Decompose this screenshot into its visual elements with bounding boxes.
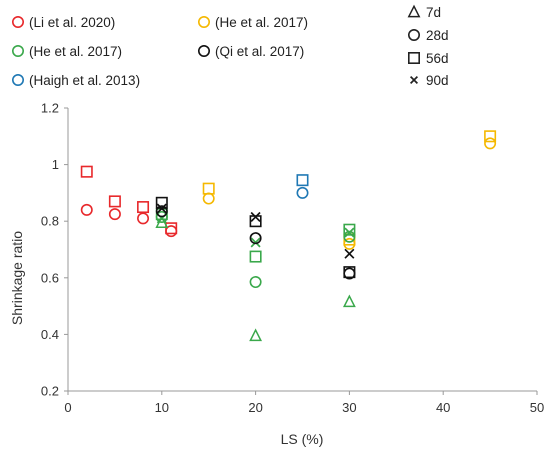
legend-label: (Li et al. 2020) xyxy=(29,15,115,30)
data-point-square xyxy=(484,130,497,143)
data-point-square xyxy=(249,250,262,263)
data-point-circle xyxy=(202,192,215,205)
data-point-square xyxy=(343,223,356,236)
x-tick-label: 30 xyxy=(342,400,356,415)
data-point-cross xyxy=(250,237,261,248)
legend-label: (He et al. 2017) xyxy=(215,15,308,30)
data-point-circle xyxy=(484,137,497,150)
legend-label: (He et al. 2017) xyxy=(29,44,122,59)
data-point-cross xyxy=(344,227,355,238)
legend-marker-circle xyxy=(407,28,420,41)
legend-marker-circle xyxy=(198,44,211,57)
legend-marker-circle xyxy=(12,44,24,57)
x-tick-label: 10 xyxy=(155,400,169,415)
legend-marker-circle xyxy=(198,15,211,28)
data-point-square xyxy=(137,201,150,214)
data-point-circle xyxy=(296,186,309,199)
axes: 0 10 20 30 40 50 0.2 0.4 0.6 0.8 1 1.2 xyxy=(41,101,544,416)
data-point-square xyxy=(343,266,356,279)
y-tick-label: 0.4 xyxy=(41,327,59,342)
x-tick-label: 20 xyxy=(248,400,262,415)
y-tick-label: 0.6 xyxy=(41,270,59,285)
data-point-circle xyxy=(249,232,262,245)
legend-label: 56d xyxy=(426,51,449,66)
legend-label: 28d xyxy=(426,28,449,43)
legend-marker-cross xyxy=(409,75,419,85)
data-point-cross xyxy=(156,203,167,214)
legend-marker-square xyxy=(407,51,420,64)
x-tick-label: 40 xyxy=(436,400,450,415)
y-tick-label: 1.2 xyxy=(41,101,59,116)
y-axis-title: Shrinkage ratio xyxy=(9,231,25,325)
data-point-square xyxy=(80,165,93,178)
data-point-circle xyxy=(137,212,150,225)
data-point-cross xyxy=(344,248,355,259)
x-axis-title: LS (%) xyxy=(281,431,324,447)
y-tick-label: 1 xyxy=(52,157,59,172)
data-points xyxy=(80,130,497,342)
data-point-square xyxy=(296,174,309,187)
legend-marker-circle xyxy=(12,74,24,87)
data-point-circle xyxy=(80,203,93,216)
data-point-square xyxy=(108,195,121,208)
legend-marker-triangle xyxy=(407,4,421,18)
data-point-square xyxy=(165,222,178,235)
legend-label: 7d xyxy=(426,5,441,20)
data-point-circle xyxy=(108,208,121,221)
data-point-circle xyxy=(155,205,168,218)
y-tick-label: 0.8 xyxy=(41,214,59,229)
x-tick-label: 50 xyxy=(530,400,544,415)
legend-label: (Qi et al. 2017) xyxy=(215,44,304,59)
legend-marker-circle xyxy=(12,15,24,28)
x-tick-label: 0 xyxy=(64,400,71,415)
data-point-triangle xyxy=(342,294,356,308)
data-point-cross xyxy=(250,211,261,222)
legend-label: (Haigh et al. 2013) xyxy=(29,73,140,88)
data-point-circle xyxy=(249,276,262,289)
data-point-square xyxy=(202,182,215,195)
legend-label: 90d xyxy=(426,73,449,88)
legend: (Li et al. 2020) (He et al. 2017) (He et a… xyxy=(12,4,449,88)
data-point-triangle xyxy=(249,328,263,342)
y-tick-label: 0.2 xyxy=(41,384,59,399)
